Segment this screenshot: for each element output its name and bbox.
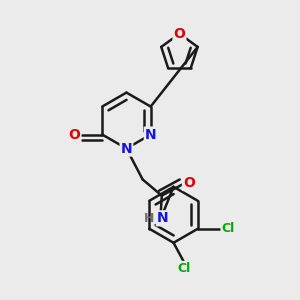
Text: N: N	[157, 211, 169, 225]
Text: H: H	[144, 212, 154, 225]
Text: N: N	[145, 128, 157, 142]
Text: O: O	[183, 176, 195, 190]
Text: O: O	[173, 27, 185, 41]
Text: N: N	[121, 142, 132, 155]
Text: O: O	[69, 128, 80, 142]
Text: Cl: Cl	[221, 222, 235, 235]
Text: Cl: Cl	[178, 262, 191, 275]
